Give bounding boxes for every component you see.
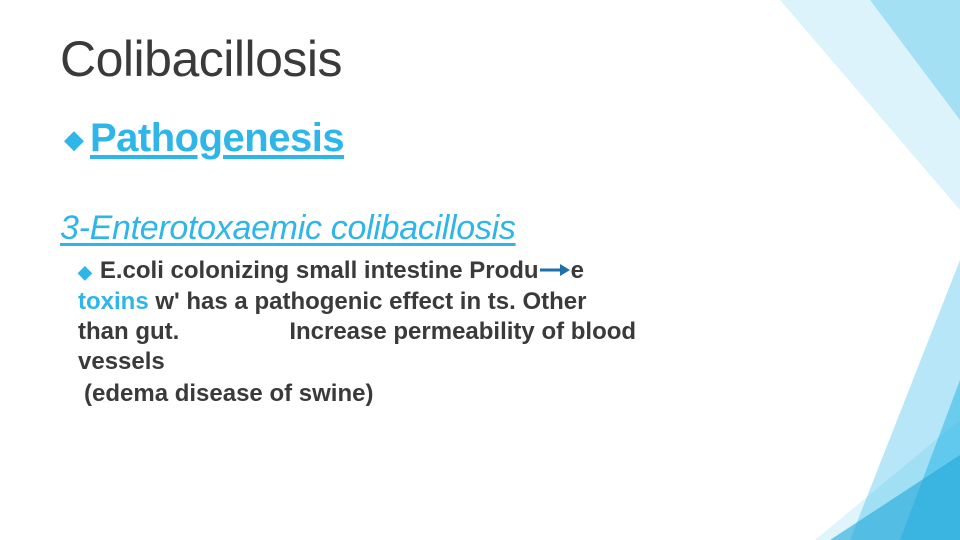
diamond-bullet-icon: ◆ bbox=[78, 262, 92, 282]
body-part1: colonizing small intestine Produ bbox=[164, 257, 539, 284]
heading-row: ◆ Pathogenesis bbox=[64, 116, 910, 161]
body-line-3: than gut. Increase permeability of blood bbox=[78, 317, 778, 347]
body-line3a: than gut. bbox=[78, 318, 179, 345]
body-line2a: toxins bbox=[78, 288, 149, 315]
subheading-text: 3-Enterotoxaemic colibacillosis bbox=[60, 209, 910, 248]
body-line3b: Increase permeability of blood bbox=[289, 318, 636, 345]
body-part1-tail: e bbox=[571, 257, 584, 284]
body-line-2: toxins w' has a pathogenic effect in ts.… bbox=[78, 287, 778, 317]
body-line4: vessels bbox=[78, 348, 165, 375]
slide-title: Colibacillosis bbox=[60, 30, 910, 88]
body-block: ◆ E.coli colonizing small intestine Produ… bbox=[78, 256, 778, 409]
slide: Colibacillosis ◆ Pathogenesis 3-Enteroto… bbox=[0, 0, 960, 540]
body-paren: (edema disease of swine) bbox=[84, 379, 778, 409]
body-line2b: w' has a pathogenic effect in ts. Other bbox=[149, 288, 587, 315]
body-line-4: vessels bbox=[78, 347, 778, 377]
heading-text: Pathogenesis bbox=[90, 116, 344, 161]
body-lead: E.coli bbox=[100, 257, 164, 284]
arrow-right-icon bbox=[540, 255, 570, 285]
diamond-bullet-icon: ◆ bbox=[64, 126, 84, 152]
body-line-1: ◆ E.coli colonizing small intestine Produ… bbox=[78, 256, 778, 287]
